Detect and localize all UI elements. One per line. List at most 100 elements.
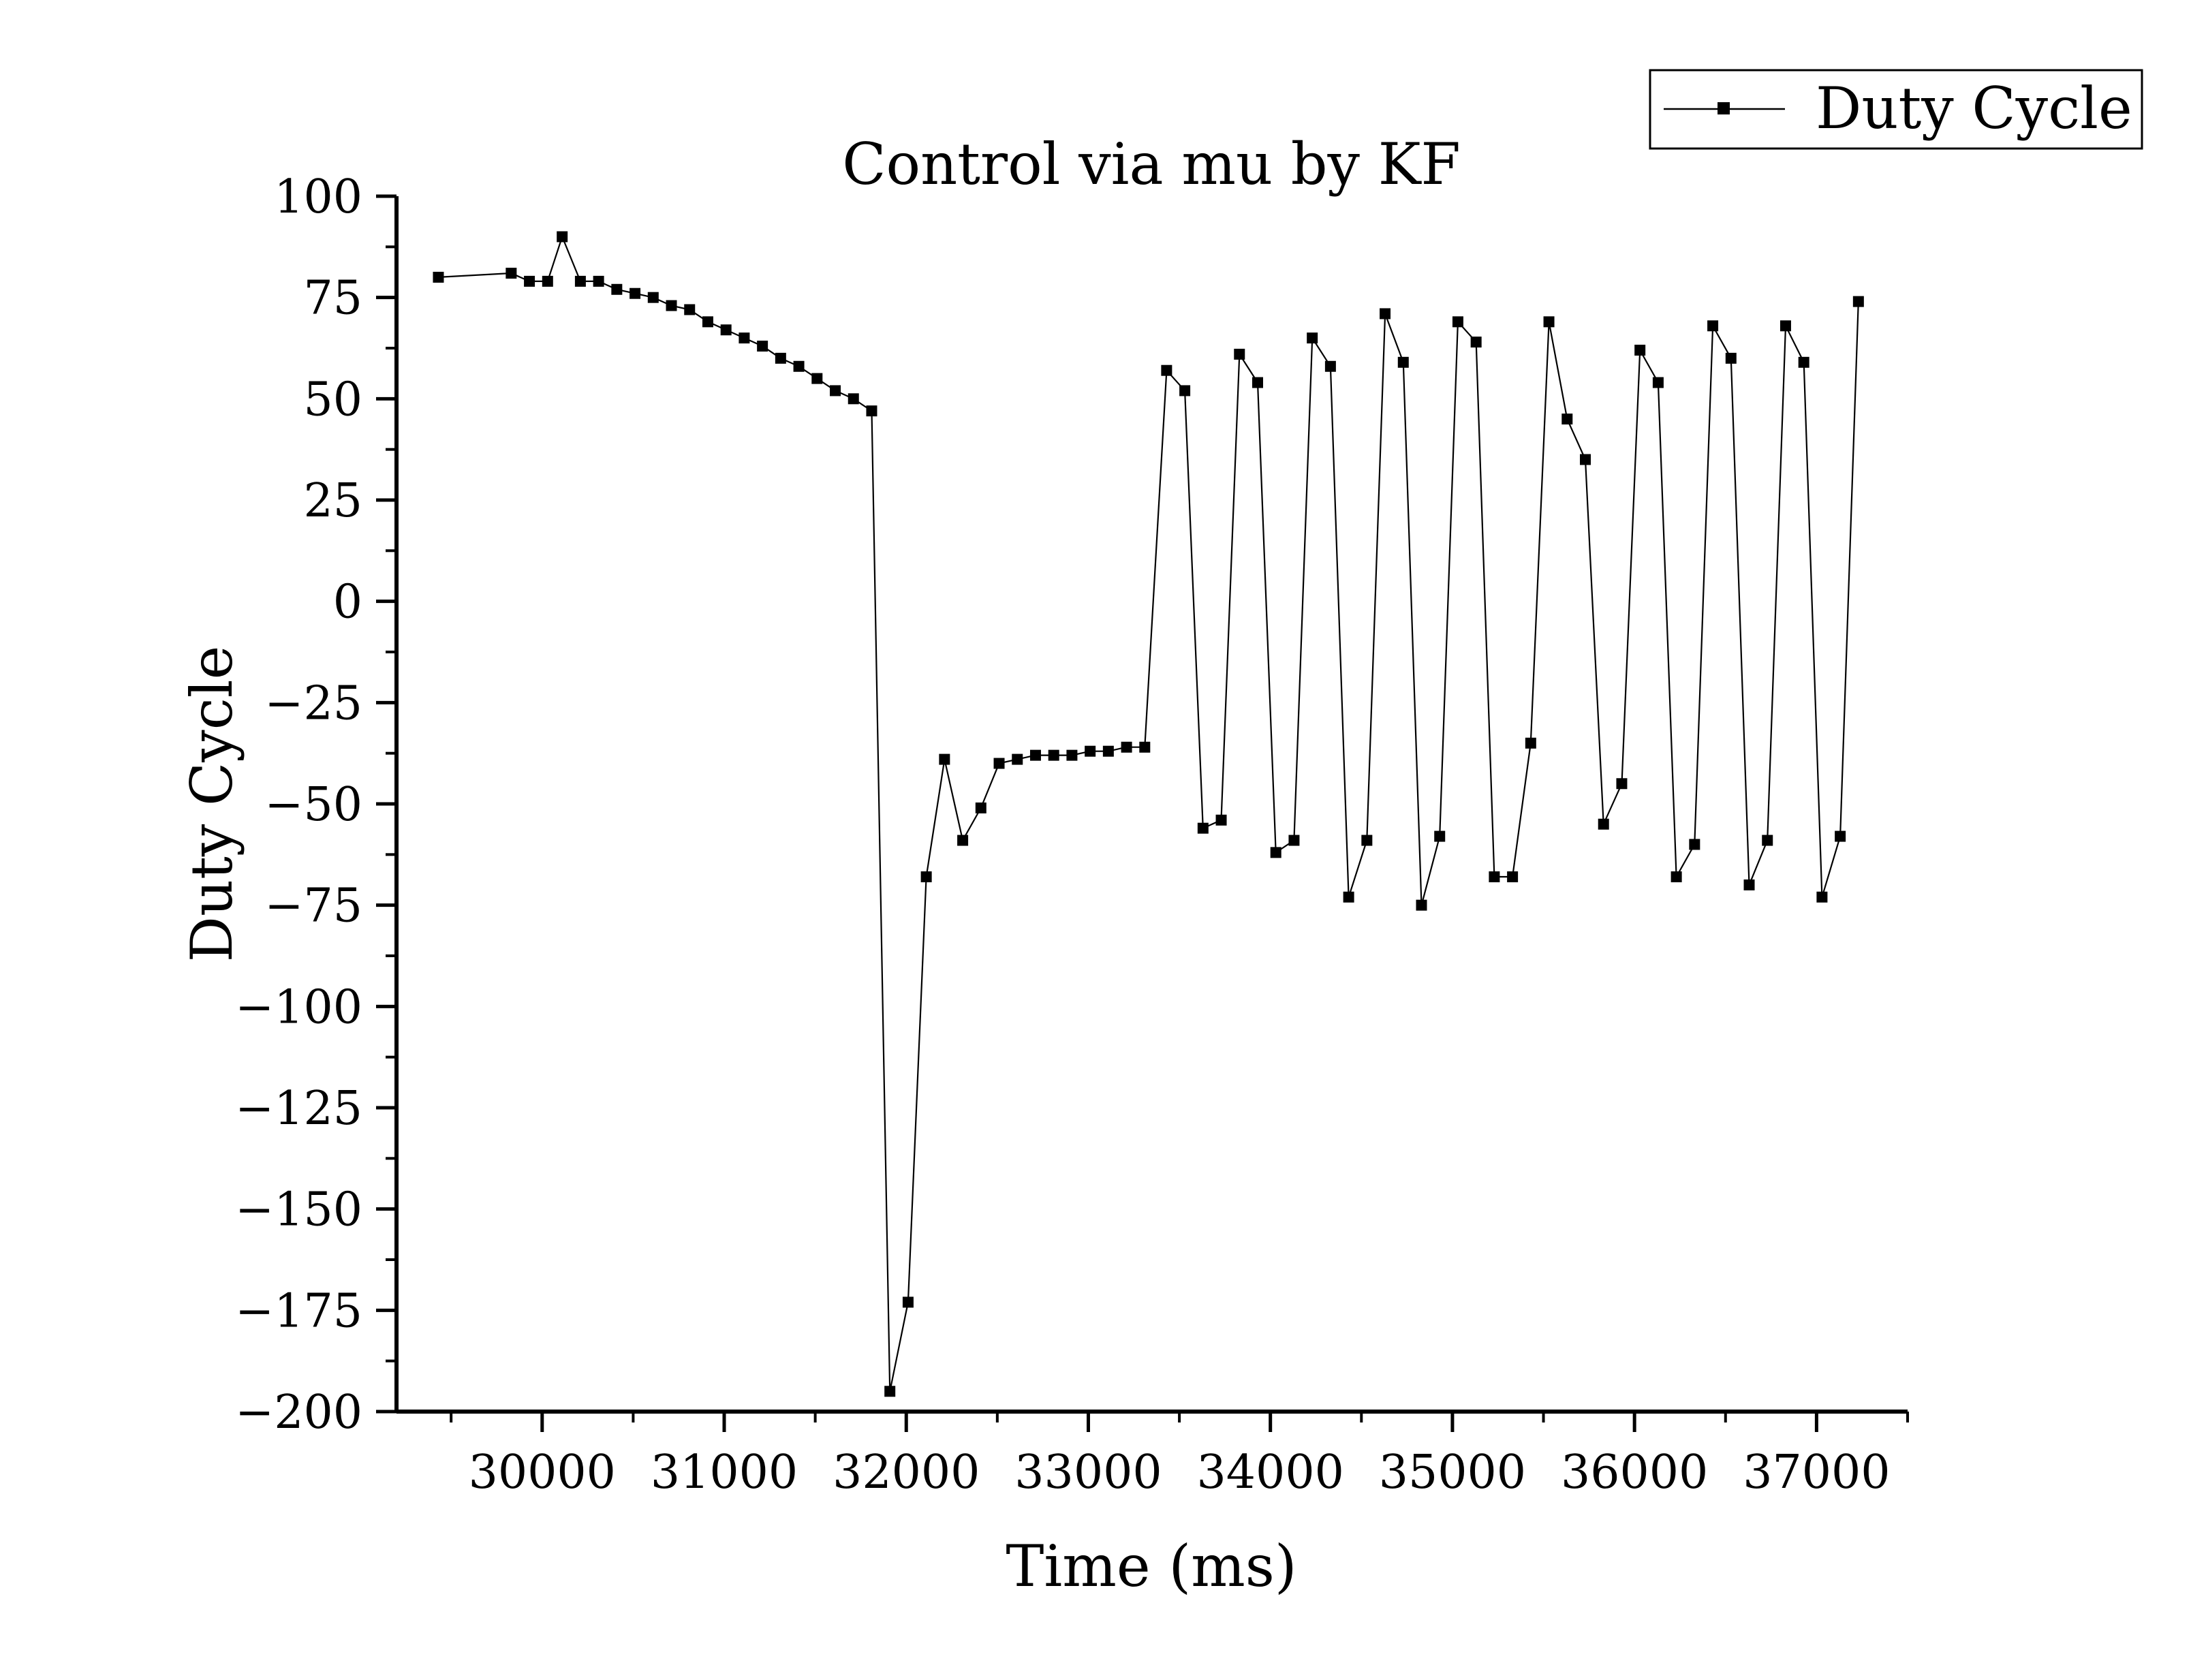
data-point	[811, 373, 823, 384]
data-point	[793, 360, 805, 372]
data-point	[524, 275, 535, 287]
data-point	[1743, 879, 1755, 890]
data-point	[920, 871, 932, 883]
data-point	[1835, 830, 1846, 842]
data-point	[1798, 356, 1809, 368]
data-point	[1361, 835, 1373, 846]
data-point	[1179, 385, 1191, 396]
x-tick-label: 35000	[1379, 1446, 1526, 1499]
data-point	[647, 292, 659, 303]
data-point	[1561, 414, 1573, 425]
data-point	[939, 753, 950, 765]
data-point	[1616, 778, 1628, 790]
data-point	[830, 385, 841, 396]
y-tick-label: −200	[235, 1386, 362, 1440]
data-point	[630, 287, 641, 299]
data-point	[1470, 337, 1482, 348]
data-point	[702, 316, 713, 328]
data-point	[1525, 737, 1536, 749]
y-tick-label: 100	[274, 170, 362, 224]
data-point	[506, 267, 517, 279]
data-point	[1029, 749, 1041, 761]
data-point	[1543, 316, 1555, 328]
y-tick-label: 50	[303, 373, 362, 426]
data-point	[1780, 320, 1791, 332]
data-point	[1121, 741, 1132, 753]
y-tick-label: 25	[303, 474, 362, 528]
data-point	[1139, 741, 1151, 753]
legend-marker-sample	[1718, 102, 1730, 114]
data-point	[1343, 891, 1354, 903]
data-point	[1102, 745, 1114, 757]
data-point	[1197, 822, 1209, 834]
data-point	[957, 835, 969, 846]
data-point	[975, 802, 986, 813]
y-tick-label: −25	[264, 676, 362, 730]
data-point	[557, 231, 568, 243]
data-point	[1689, 839, 1700, 850]
data-point	[1598, 818, 1609, 830]
data-point	[1066, 749, 1078, 761]
x-tick-label: 30000	[469, 1446, 616, 1499]
data-point	[593, 275, 604, 287]
data-point	[1816, 891, 1828, 903]
data-point	[1634, 344, 1646, 356]
x-tick-label: 34000	[1197, 1446, 1344, 1499]
y-tick-label: −75	[264, 880, 362, 933]
x-axis-title: Time (ms)	[1006, 1533, 1296, 1600]
y-tick-label: −50	[264, 778, 362, 832]
y-tick-label: −150	[235, 1183, 362, 1237]
x-tick-label: 33000	[1014, 1446, 1162, 1499]
x-tick-label: 37000	[1743, 1446, 1890, 1499]
data-point	[775, 352, 786, 364]
data-point	[684, 304, 696, 315]
data-point	[848, 393, 859, 405]
data-point	[1852, 296, 1864, 307]
data-point	[866, 405, 877, 417]
data-point	[1288, 835, 1300, 846]
data-point	[542, 275, 553, 287]
x-tick-label: 32000	[833, 1446, 980, 1499]
data-point	[1252, 377, 1263, 388]
series-layer	[433, 231, 1864, 1397]
data-point	[1580, 454, 1591, 465]
legend: Duty Cycle	[1649, 69, 2143, 150]
data-point	[1324, 360, 1336, 372]
x-tick-label: 31000	[651, 1446, 798, 1499]
data-point	[1161, 364, 1172, 376]
y-axis-title: Duty Cycle	[178, 646, 245, 963]
x-tick-label: 36000	[1561, 1446, 1708, 1499]
data-point	[1307, 332, 1318, 344]
data-point	[1489, 871, 1500, 883]
data-point	[1215, 814, 1227, 826]
data-point	[1652, 377, 1664, 388]
data-point	[1762, 835, 1773, 846]
data-point	[993, 758, 1005, 769]
data-point	[1507, 871, 1519, 883]
data-point	[1707, 320, 1719, 332]
data-point	[433, 271, 444, 283]
data-point	[574, 275, 586, 287]
data-point	[1452, 316, 1463, 328]
y-tick-label: −125	[235, 1082, 362, 1136]
data-point	[1012, 753, 1023, 765]
data-point	[1085, 745, 1096, 757]
data-point	[1434, 830, 1446, 842]
y-tick-label: 75	[303, 272, 362, 326]
y-tick-label: 0	[333, 576, 362, 629]
data-point	[739, 332, 750, 344]
series-line-0	[438, 234, 1859, 1392]
data-point	[1671, 871, 1682, 883]
data-point	[1048, 749, 1059, 761]
y-tick-label: −100	[235, 980, 362, 1034]
data-point	[1234, 348, 1245, 360]
y-tick-label: −175	[235, 1284, 362, 1338]
axes: 100 75 50 25 0 −25 −50 −75 −100 −125 −150 −175 −200 3…	[235, 170, 1909, 1499]
chart-title: Control via mu by KF	[842, 131, 1461, 198]
data-point	[1270, 847, 1281, 858]
data-point	[666, 300, 677, 311]
data-point	[757, 341, 768, 352]
data-point	[1725, 352, 1737, 364]
